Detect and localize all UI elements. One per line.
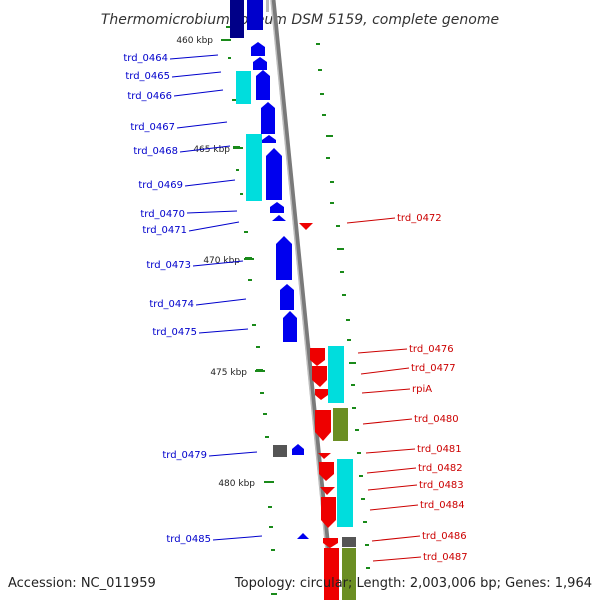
cog-box	[273, 445, 287, 457]
cog-box	[246, 134, 262, 201]
gene-label-trd_0466[interactable]: trd_0466	[127, 91, 172, 102]
gene-label-trd_0485[interactable]: trd_0485	[166, 534, 211, 545]
scale-tick-465: 465 kbp	[193, 145, 243, 155]
gene-arrow-trd_0482[interactable]	[319, 462, 334, 481]
gene-label-trd_0479[interactable]: trd_0479	[162, 450, 207, 461]
gene-label-trd_0470[interactable]: trd_0470	[140, 209, 185, 220]
gene-label-trd_0487[interactable]: trd_0487	[423, 552, 468, 563]
gene-arrow-trd_0483[interactable]	[320, 487, 335, 495]
gene-arrow-trd_0486[interactable]	[323, 538, 338, 548]
gene-arrow-trd_0464[interactable]	[251, 42, 265, 56]
cog-box	[328, 346, 344, 403]
scale-tick-460: 460 kbp	[176, 36, 231, 46]
cog-box	[337, 459, 353, 527]
gene-arrow-trd_0479[interactable]	[292, 444, 304, 455]
gene-arrow-trd_0473[interactable]	[276, 236, 292, 280]
cog-box	[333, 408, 348, 441]
gene-arrow-trd_0475[interactable]	[283, 311, 297, 342]
gene-arrow-trd_0476[interactable]	[310, 348, 325, 366]
reverse-gene-label-texts: trd_0472 trd_0476 trd_0477 rpiA trd_0480…	[397, 213, 468, 563]
cog-box	[236, 71, 251, 104]
gene-arrow-trd_0466[interactable]	[256, 70, 270, 100]
cog-features	[236, 71, 356, 600]
gene-arrow-rpiA[interactable]	[315, 389, 328, 400]
gene-arrow-trd_0472[interactable]	[299, 223, 313, 230]
scale-tick-480: 480 kbp	[218, 479, 274, 489]
gene-label-trd_0475[interactable]: trd_0475	[152, 327, 197, 338]
gene-label-trd_0483[interactable]: trd_0483	[419, 480, 464, 491]
gene-arrow-trd_0467[interactable]	[261, 102, 275, 134]
scale-tick-470: 470 kbp	[203, 256, 254, 266]
cog-box	[342, 548, 356, 600]
gene-arrow-trd_0468[interactable]	[262, 135, 276, 143]
gene-label-trd_0477[interactable]: trd_0477	[411, 363, 456, 374]
gene-arrow-trd_0487[interactable]	[324, 548, 339, 600]
gene-arrow-trd_0481[interactable]	[318, 453, 331, 459]
cog-box	[342, 537, 356, 547]
gene-arrow-trd_0465[interactable]	[253, 57, 267, 70]
gene-label-trd_0468[interactable]: trd_0468	[133, 146, 178, 157]
svg-text:475 kbp: 475 kbp	[210, 368, 247, 378]
gene-label-rpiA[interactable]: rpiA	[412, 384, 432, 395]
topology-label: Topology: circular; Length: 2,003,006 bp…	[234, 576, 592, 591]
svg-text:470 kbp: 470 kbp	[203, 256, 240, 266]
gene-label-trd_0471[interactable]: trd_0471	[142, 225, 187, 236]
gene-label-trd_0482[interactable]: trd_0482	[418, 463, 463, 474]
gene-label-trd_0481[interactable]: trd_0481	[417, 444, 462, 455]
svg-text:460 kbp: 460 kbp	[176, 36, 213, 46]
reverse-strand-genes	[299, 223, 339, 600]
gene-arrow-trd_0484[interactable]	[321, 497, 336, 528]
svg-text:465 kbp: 465 kbp	[193, 145, 230, 155]
gene-arrow-trd_0469[interactable]	[266, 148, 282, 200]
gene-label-trd_0484[interactable]: trd_0484	[420, 500, 465, 511]
reverse-gene-labels	[346, 217, 422, 562]
scale-tick-475: 475 kbp	[210, 368, 265, 378]
gene-label-trd_0480[interactable]: trd_0480	[414, 414, 459, 425]
gene-label-trd_0472[interactable]: trd_0472	[397, 213, 442, 224]
forward-gene-label-texts: trd_0464 trd_0465 trd_0466 trd_0467 trd_…	[123, 53, 211, 545]
gene-label-trd_0464[interactable]: trd_0464	[123, 53, 168, 64]
gene-label-trd_0474[interactable]: trd_0474	[149, 299, 194, 310]
forward-strand-genes	[251, 42, 309, 539]
gene-arrow-trd_0474[interactable]	[280, 284, 294, 310]
gene-label-trd_0486[interactable]: trd_0486	[422, 531, 467, 542]
gene-arrow-trd_0471[interactable]	[272, 215, 286, 221]
gene-arrow-trd_0470[interactable]	[270, 202, 284, 213]
gene-arrow-trd_0477[interactable]	[312, 366, 327, 387]
accession-label: Accession: NC_011959	[8, 576, 156, 591]
forward-gene-labels	[169, 54, 263, 541]
feature-partial-top	[230, 0, 269, 38]
map-title: Thermomicrobium roseum DSM 5159, complet…	[101, 12, 499, 28]
svg-text:480 kbp: 480 kbp	[218, 479, 255, 489]
gene-label-trd_0473[interactable]: trd_0473	[146, 260, 191, 271]
gene-label-trd_0476[interactable]: trd_0476	[409, 344, 454, 355]
gene-arrow-trd_0485[interactable]	[297, 533, 309, 539]
gene-label-trd_0467[interactable]: trd_0467	[130, 122, 175, 133]
gene-label-trd_0469[interactable]: trd_0469	[138, 180, 183, 191]
gene-label-trd_0465[interactable]: trd_0465	[125, 71, 170, 82]
gene-arrow-trd_0480[interactable]	[315, 410, 331, 441]
